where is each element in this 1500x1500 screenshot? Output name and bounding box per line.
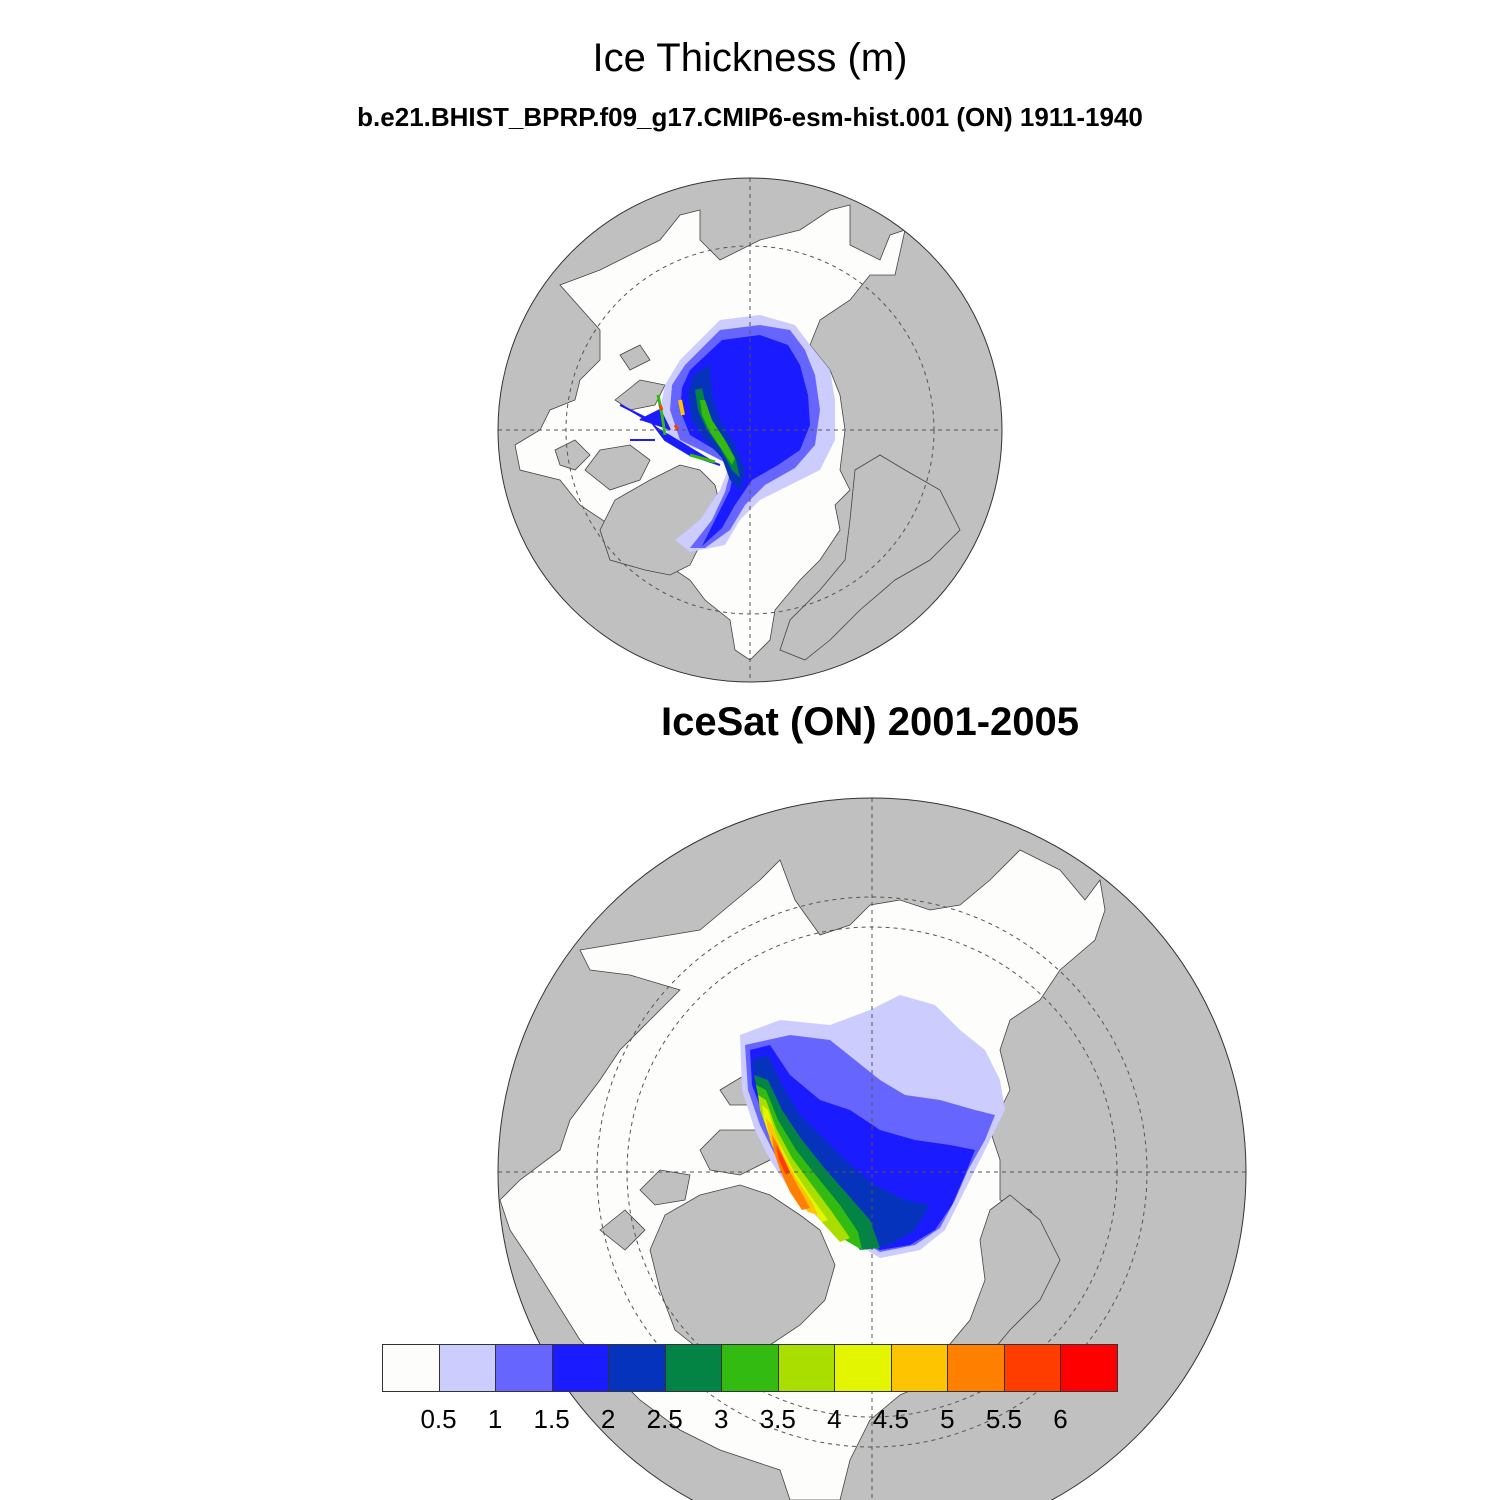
colorbar-tick-label: 0.5 [420,1404,457,1434]
colorbar-tick-label: 5 [940,1404,955,1434]
channel-ice-red [658,404,680,431]
eurasia-land [779,454,961,661]
map-border-1 [497,177,1003,683]
colorbar-box [890,1344,949,1392]
colorbar-box [777,1344,836,1392]
ice-3 [700,400,735,465]
ice2-3 [756,1085,862,1250]
page-title: Ice Thickness (m) [592,36,908,80]
channel-ice-yellow [678,399,685,416]
colorbar-tick-label: 2.5 [646,1404,683,1434]
colorbar-tick-label: 6 [1053,1404,1068,1434]
colorbar-box [382,1344,440,1392]
ice2-5.5 [772,1135,810,1210]
ice2-4 [762,1105,828,1222]
colorbar-tick-label: 4 [827,1404,842,1434]
colorbar-box [495,1344,553,1392]
colorbar-box [721,1344,779,1392]
ice2-2 [752,1055,930,1248]
ice2-3.5 [758,1095,850,1242]
colorbar-tick-label: 1.5 [533,1404,570,1434]
colorbar-box [664,1344,723,1392]
colorbar-tick-label: 3.5 [759,1404,796,1434]
ice2-6 [776,1145,790,1175]
colorbar-box [1003,1344,1062,1392]
colorbar-box [608,1344,666,1392]
colorbar-box [551,1344,610,1392]
colorbar-tick-label: 1 [487,1404,503,1434]
colorbar [382,1344,1118,1394]
colorbar-box [1060,1344,1118,1392]
channel-ice-thick [656,394,716,464]
ice-1.5 [680,335,810,546]
colorbar-tick-label: 5.5 [985,1404,1022,1434]
colorbar-box [947,1344,1005,1392]
colorbar-tick-label: 3 [713,1404,729,1434]
ice2-5 [766,1118,818,1215]
colorbar-box [834,1344,892,1392]
ice2-2.5 [754,1075,880,1250]
map-border-2 [497,797,1247,1500]
colorbar-tick-label: 2 [600,1404,616,1434]
archipelago-islands [554,344,666,491]
panel-1-title: b.e21.BHIST_BPRP.f09_g17.CMIP6-esm-hist.… [357,102,1143,132]
colorbar-box [438,1344,497,1392]
ice2-1.5 [750,1045,975,1250]
panel-2-title: IceSat (ON) 2001-2005 [660,700,1079,744]
colorbar-tick-label: 4.5 [872,1404,909,1434]
